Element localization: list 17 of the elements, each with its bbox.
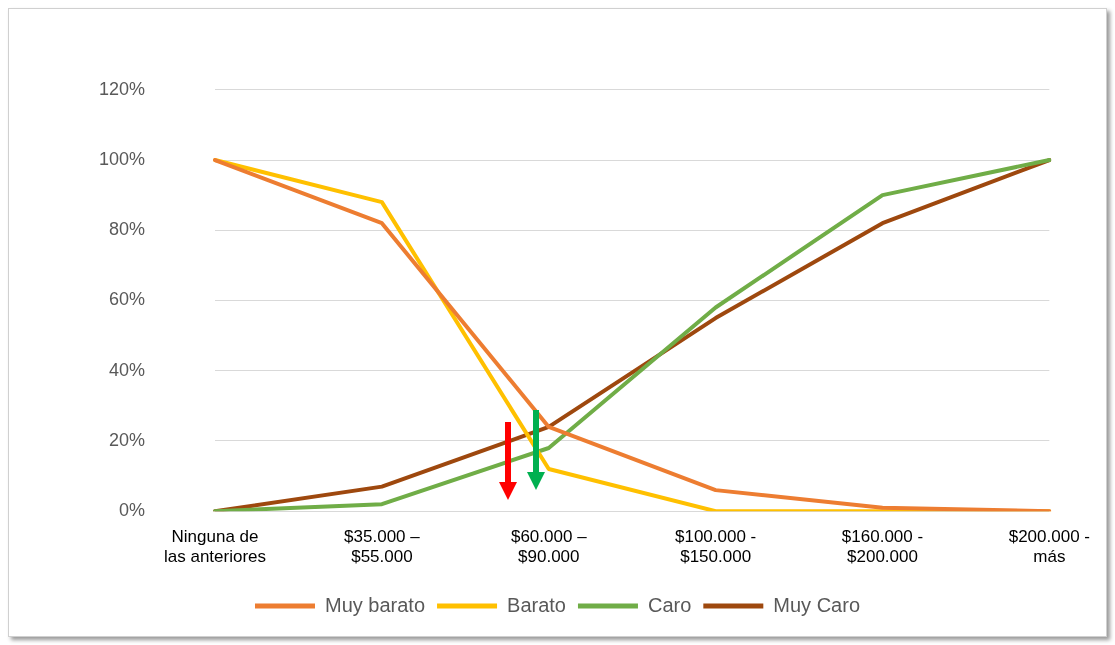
legend-label: Barato: [507, 593, 566, 616]
y-tick-label: 60%: [109, 289, 146, 310]
x-tick-label: $60.000 – $90.000: [510, 527, 588, 567]
legend-label: Caro: [647, 593, 692, 616]
y-tick-label: 20%: [109, 429, 146, 450]
x-tick-label: $200.000 - más: [1008, 527, 1090, 567]
y-tick-label: 120%: [98, 78, 146, 99]
legend-label: Muy barato: [324, 593, 426, 616]
x-tick-label: $160.000 - $200.000: [841, 527, 924, 567]
y-tick-label: 100%: [98, 149, 146, 169]
legend-label: Muy Caro: [773, 593, 861, 616]
x-tick-label: $100.000 - $150.000: [674, 527, 757, 567]
y-tick-label: 0%: [119, 500, 146, 521]
x-tick-label: Ninguna de las anteriores: [164, 527, 267, 567]
x-tick-label: $35.000 – $55.000: [344, 527, 421, 567]
y-tick-label: 80%: [109, 219, 146, 240]
y-tick-label: 40%: [109, 359, 146, 380]
